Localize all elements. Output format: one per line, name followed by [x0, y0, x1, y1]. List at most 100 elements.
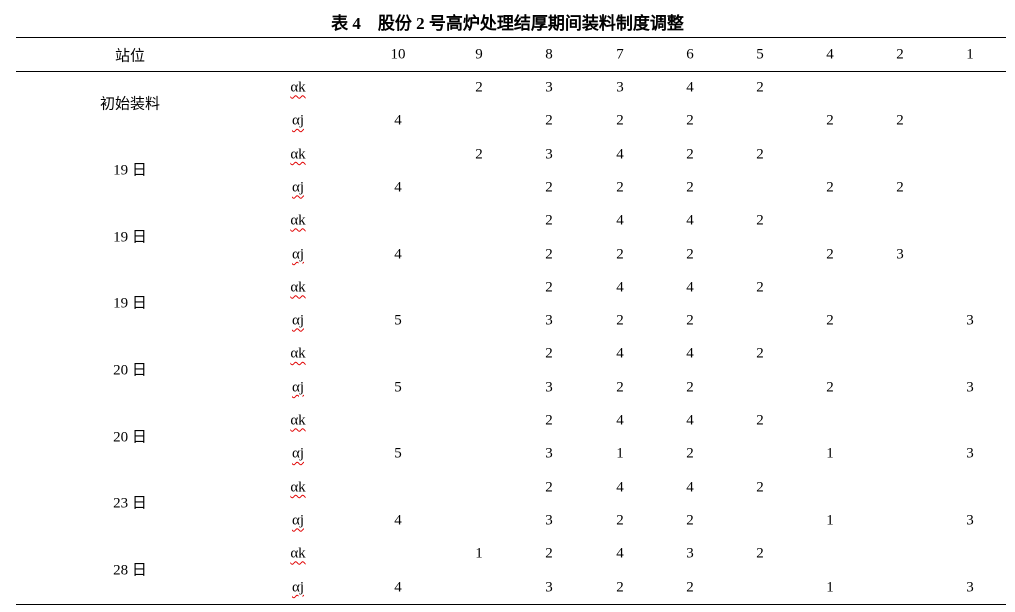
- table-cell: 4: [616, 345, 624, 362]
- group-label: 20 日: [113, 429, 147, 446]
- table-cell: 2: [756, 146, 764, 163]
- table-cell: 3: [616, 79, 624, 96]
- row-type-text: αk: [290, 146, 306, 163]
- table-cell: 1: [826, 579, 834, 595]
- table-cell: 3: [896, 246, 904, 262]
- table-cell: 3: [545, 312, 553, 329]
- table-cell: 2: [756, 545, 764, 562]
- header-column: 7: [616, 46, 624, 63]
- table-cell: 4: [394, 246, 402, 262]
- table-cell: 2: [756, 79, 764, 96]
- row-type-text: αj: [291, 379, 305, 396]
- table-cell: 4: [616, 146, 624, 163]
- row-type: αk: [290, 279, 305, 296]
- table-cell: 3: [545, 512, 553, 529]
- table-cell: 3: [545, 445, 553, 462]
- header-column: 10: [390, 46, 406, 63]
- row-type-text: αk: [290, 479, 306, 496]
- group-label: 19 日: [113, 295, 147, 312]
- header-column: 9: [475, 46, 483, 63]
- table-cell: 4: [686, 479, 694, 496]
- table-cell: 2: [756, 279, 764, 296]
- table-cell: 3: [966, 579, 974, 595]
- table-cell: 4: [686, 345, 694, 362]
- header-column: 5: [756, 46, 764, 63]
- table-cell: 2: [616, 179, 624, 196]
- table-cell: 2: [756, 345, 764, 362]
- table-cell: 4: [394, 179, 402, 196]
- table-cell: 2: [616, 312, 624, 329]
- table-cell: 1: [616, 445, 624, 462]
- table-cell: 2: [686, 445, 694, 462]
- row-type: αj: [292, 379, 304, 396]
- row-type: αk: [290, 479, 305, 496]
- table-cell: 4: [616, 212, 624, 229]
- row-type: αj: [292, 113, 304, 130]
- table-cell: 2: [545, 279, 553, 296]
- table-cell: 2: [616, 512, 624, 529]
- table-cell: 2: [756, 479, 764, 496]
- table-cell: 2: [896, 112, 904, 129]
- table-cell: 2: [686, 512, 694, 529]
- table-cell: 4: [394, 579, 402, 595]
- table-cell: 1: [826, 512, 834, 529]
- table-cell: 2: [545, 112, 553, 129]
- row-type-text: αk: [290, 212, 306, 229]
- table-cell: 2: [756, 212, 764, 229]
- table-cell: 2: [686, 112, 694, 129]
- table-cell: 4: [616, 545, 624, 562]
- table-cell: 2: [686, 379, 694, 396]
- header-column: 6: [686, 46, 694, 63]
- table-cell: 5: [394, 379, 402, 396]
- row-type-text: αk: [290, 412, 306, 429]
- row-type-text: αj: [291, 512, 305, 529]
- row-type: αj: [292, 179, 304, 196]
- row-type-text: αk: [290, 345, 306, 362]
- table-cell: 2: [826, 312, 834, 329]
- row-type: αk: [290, 546, 305, 563]
- row-type: αk: [290, 146, 305, 163]
- table-cell: 2: [475, 79, 483, 96]
- table-cell: 2: [545, 246, 553, 262]
- row-type: αj: [292, 512, 304, 529]
- table-cell: 2: [616, 246, 624, 262]
- row-type-text: αj: [291, 312, 305, 329]
- row-type-text: αk: [290, 279, 306, 296]
- table-cell: 2: [686, 146, 694, 163]
- table-cell: 2: [545, 179, 553, 196]
- row-type: αk: [290, 80, 305, 97]
- table-cell: 2: [545, 345, 553, 362]
- table-cell: 2: [686, 246, 694, 262]
- table-cell: 3: [966, 379, 974, 396]
- table-cell: 3: [966, 312, 974, 329]
- table-cell: 5: [394, 312, 402, 329]
- row-type-text: αj: [291, 112, 305, 129]
- table-cell: 4: [686, 412, 694, 429]
- top-rule: [16, 37, 1006, 38]
- table-cell: 4: [394, 512, 402, 529]
- table-cell: 2: [616, 579, 624, 595]
- group-label: 19 日: [113, 229, 147, 246]
- row-type-text: αj: [291, 179, 305, 196]
- table-cell: 4: [686, 279, 694, 296]
- row-type: αk: [290, 213, 305, 230]
- table-cell: 2: [826, 179, 834, 196]
- group-label: 19 日: [113, 162, 147, 179]
- header-rule: [16, 71, 1006, 72]
- table-cell: 2: [686, 179, 694, 196]
- row-type: αj: [292, 579, 304, 596]
- row-type: αj: [292, 246, 304, 263]
- table-cell: 2: [686, 579, 694, 595]
- header-column: 8: [545, 46, 553, 63]
- header-column: 1: [966, 46, 974, 63]
- row-type: αk: [290, 346, 305, 363]
- row-type: αj: [292, 313, 304, 330]
- row-type: αj: [292, 446, 304, 463]
- table-cell: 3: [545, 379, 553, 396]
- table-title: 表 4 股份 2 号高炉处理结厚期间装料制度调整: [331, 14, 684, 33]
- table-cell: 2: [616, 379, 624, 396]
- table-cell: 2: [756, 412, 764, 429]
- table-cell: 3: [545, 79, 553, 96]
- group-label: 23 日: [113, 495, 147, 512]
- table-cell: 4: [686, 79, 694, 96]
